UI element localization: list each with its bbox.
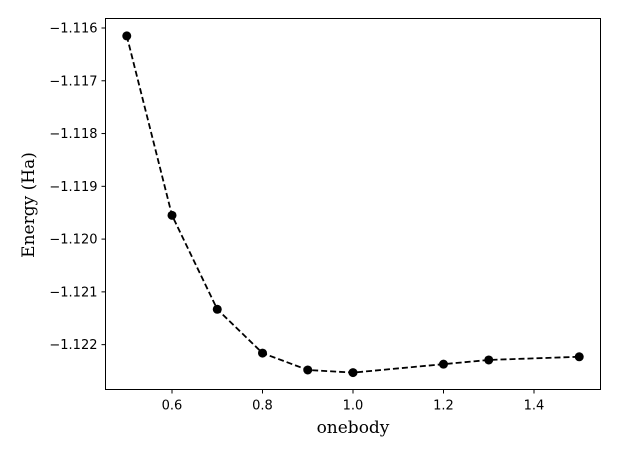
y-tick-label: −1.119 [49,180,97,195]
x-tick-label: 0.8 [252,399,273,414]
y-tick-label: −1.122 [49,338,97,353]
y-tick-label: −1.116 [49,21,97,36]
y-tick-label: −1.118 [49,127,97,142]
x-tick-label: 1.0 [343,399,364,414]
data-point [212,304,222,314]
data-point [484,355,494,365]
y-tick-label: −1.121 [49,285,97,300]
x-tick-label: 0.6 [162,399,183,414]
y-tick-label: −1.117 [49,74,97,89]
x-axis-label: onebody [317,418,390,438]
data-point [167,210,177,220]
data-point [122,31,132,41]
data-point [258,348,268,358]
plot-area [122,31,584,378]
data-point [303,365,313,375]
data-point [348,368,358,378]
x-tick-label: 1.2 [433,399,454,414]
x-tick-label: 1.4 [524,399,545,414]
data-point [574,352,584,362]
y-axis: −1.116 −1.117 −1.118 −1.119 −1.120 −1.121 −1.1… [49,21,106,353]
y-tick-label: −1.120 [49,233,97,248]
plot-frame [105,18,601,390]
data-point [438,359,448,369]
x-axis: 0.6 0.8 1.0 1.2 1.4 [162,389,545,414]
y-axis-label: Energy (Ha) [19,152,39,258]
series-line [125,35,580,374]
